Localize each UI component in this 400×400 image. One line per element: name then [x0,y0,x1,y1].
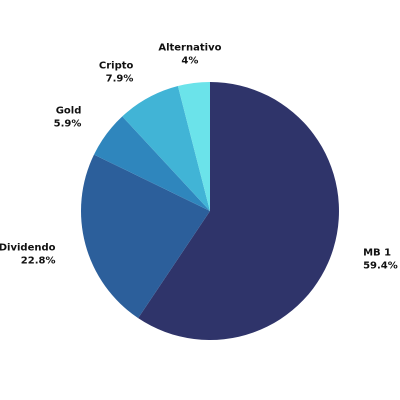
pie-slice-dividendo [80,154,210,319]
pie-label-value: 22.8% [21,256,56,267]
pie-label-name: Dividendo [0,243,56,254]
pie-slice-mb-1 [138,82,339,340]
pie-label-dividendo: Dividendo 22.8% [0,243,56,267]
pie-slices [80,82,339,340]
pie-label-value: 5.9% [54,119,82,130]
pie-label-value: 7.9% [106,74,134,85]
pie-slice-gold [93,116,210,211]
pie-label-name: Cripto [99,61,134,72]
pie-label-value: 4% [181,55,198,66]
pie-label-cripto: Cripto 7.9% [99,61,134,85]
pie-slice-alternativo [177,82,210,211]
pie-labels: MB 1 59.4% Dividendo 22.8% Gold 5.9% Cripto 7.9… [0,42,398,271]
pie-label-value: 59.4% [363,261,398,272]
pie-label-name: Gold [56,106,82,117]
pie-label-alternativo: Alternativo 4% [158,42,221,66]
pie-label-gold: Gold 5.9% [54,106,82,130]
pie-slice-cripto [122,86,210,211]
pie-label-name: MB 1 [363,248,391,259]
pie-label-mb-1: MB 1 59.4% [363,248,398,272]
pie-label-name: Alternativo [158,42,221,53]
